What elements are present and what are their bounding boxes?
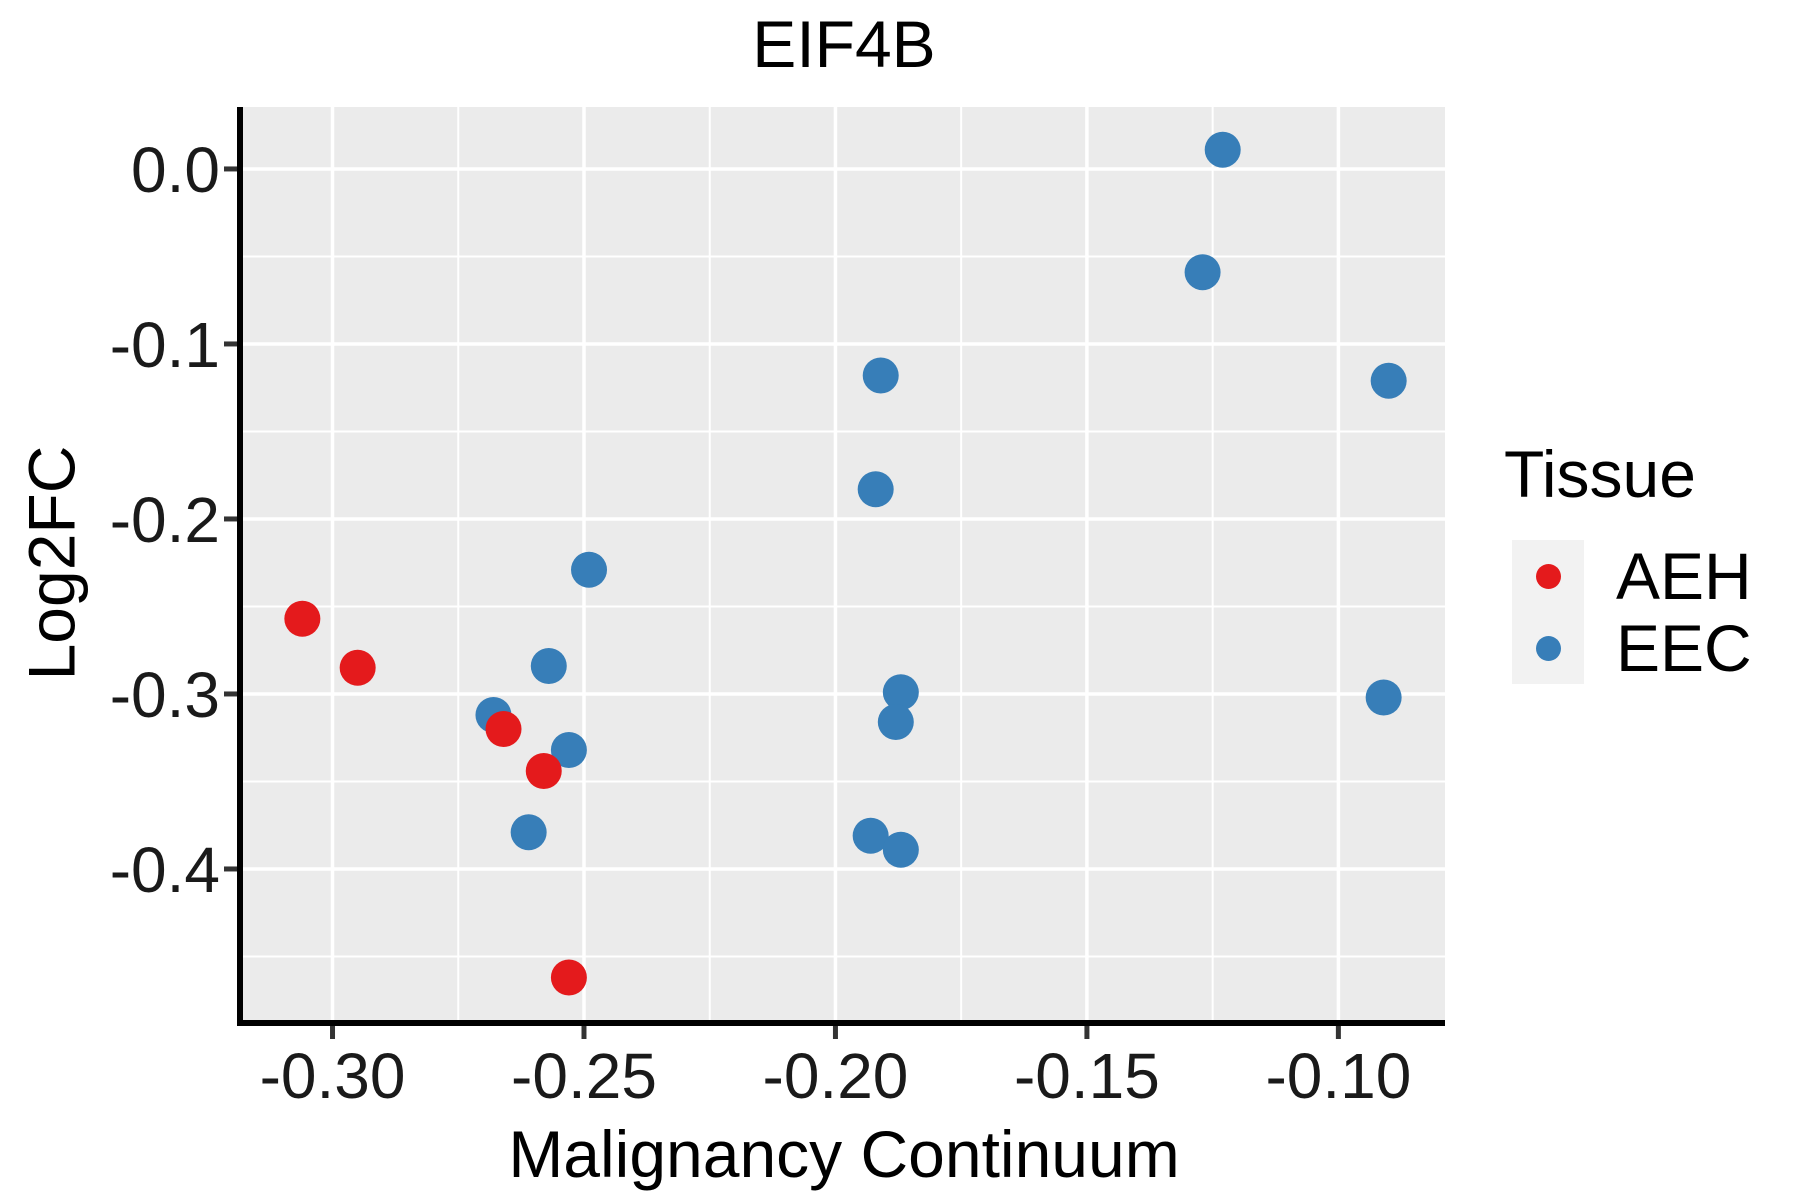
panel-background — [243, 107, 1445, 1020]
data-point-eec — [530, 647, 567, 684]
y-tick-label: -0.3 — [110, 659, 220, 731]
aeh-dot-icon — [1535, 563, 1561, 589]
data-point-eec — [510, 814, 547, 851]
x-axis-title: Malignancy Continuum — [508, 1117, 1180, 1191]
x-tick-label: -0.30 — [260, 1040, 406, 1112]
legend-rows: AEH EEC — [1512, 540, 1752, 684]
y-tick-label: -0.1 — [110, 309, 220, 381]
plot-title: EIF4B — [752, 7, 936, 81]
data-point-eec — [857, 471, 894, 508]
x-tick-label: -0.25 — [511, 1040, 657, 1112]
data-point-eec — [882, 674, 919, 711]
legend: Tissue AEH EEC — [1504, 437, 1752, 684]
data-point-aeh — [339, 649, 376, 686]
legend-key-eec — [1512, 612, 1584, 684]
data-point-aeh — [284, 600, 321, 637]
data-point-eec — [550, 731, 587, 768]
legend-label-aeh: AEH — [1616, 539, 1752, 613]
legend-item-aeh: AEH — [1512, 540, 1752, 612]
data-point-eec — [852, 817, 889, 854]
legend-item-eec: EEC — [1512, 612, 1752, 684]
data-point-eec — [862, 357, 899, 394]
x-tick-label: -0.10 — [1265, 1040, 1411, 1112]
y-tick-label: 0.0 — [131, 134, 220, 206]
data-point-eec — [882, 831, 919, 868]
x-tick-label: -0.15 — [1014, 1040, 1160, 1112]
y-axis-title: Log2FC — [14, 445, 89, 681]
data-point-eec — [1184, 254, 1221, 291]
y-tick-label: -0.4 — [110, 834, 220, 906]
data-point-eec — [877, 703, 914, 740]
x-tick-label: -0.20 — [763, 1040, 909, 1112]
data-point-aeh — [485, 710, 522, 747]
data-point-aeh — [525, 752, 562, 789]
legend-label-eec: EEC — [1616, 611, 1752, 685]
data-point-eec — [571, 551, 608, 588]
data-point-eec — [1370, 362, 1407, 399]
data-point-eec — [1365, 679, 1402, 716]
legend-title: Tissue — [1504, 437, 1696, 511]
eec-dot-icon — [1535, 635, 1561, 661]
data-point-eec — [1204, 131, 1241, 168]
legend-key-aeh — [1512, 540, 1584, 612]
y-tick-label: -0.2 — [110, 484, 220, 556]
data-point-aeh — [550, 959, 587, 996]
